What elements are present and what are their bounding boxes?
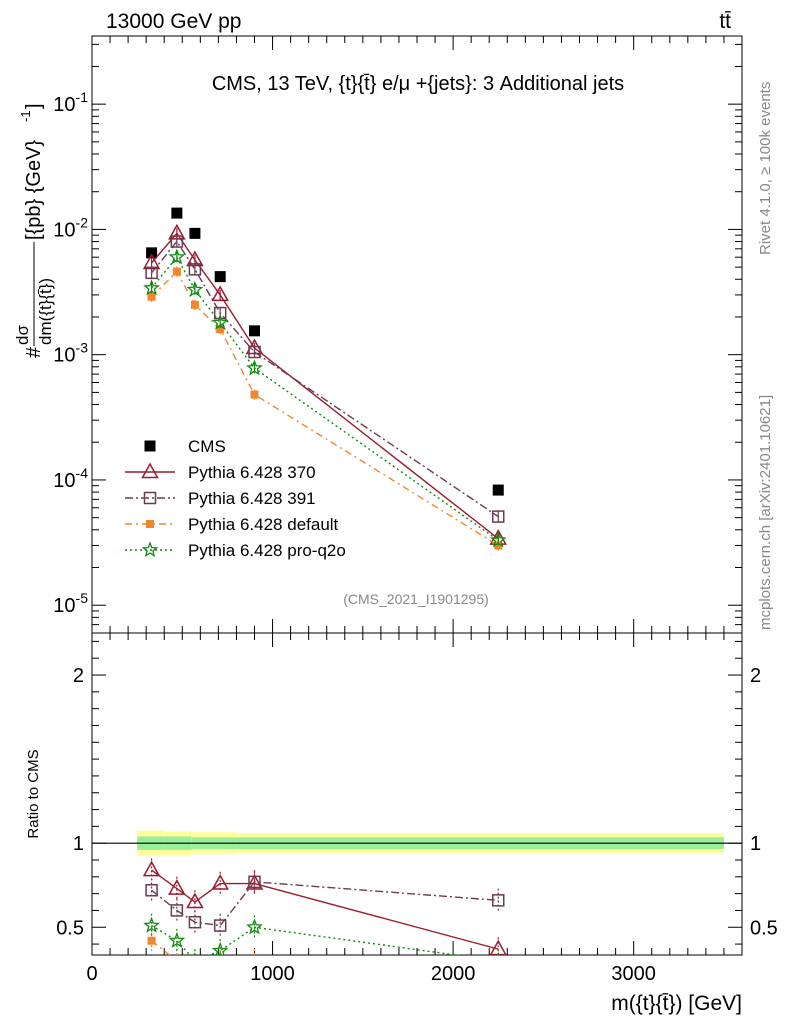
- marker-p391: [188, 263, 202, 276]
- mcplots-label: mcplots.cern.ch [arXiv:2401.10621]: [757, 395, 774, 630]
- marker-p370: [211, 285, 229, 302]
- ratio-y-tick-label: 0.5: [56, 917, 84, 939]
- ratio-marker-p391: [170, 904, 184, 917]
- ratio-marker-p391: [492, 894, 505, 907]
- y-tick-label: 10-1: [53, 89, 88, 116]
- legend-marker-p370: [141, 462, 159, 479]
- marker-cms: [189, 227, 201, 239]
- ratio-y-axis-label: Ratio to CMS: [25, 749, 42, 838]
- ratio-marker-pq2o: [211, 942, 229, 955]
- y-tick-label: 10-2: [53, 214, 88, 241]
- analysis-watermark: (CMS_2021_I1901295): [343, 591, 489, 607]
- ratio-line-pdefault: [151, 940, 171, 955]
- marker-cms: [171, 207, 183, 219]
- marker-cms: [249, 325, 260, 337]
- x-tick-label: 2000: [431, 963, 476, 985]
- ratio-marker-p391: [188, 915, 202, 929]
- marker-p391: [145, 266, 158, 280]
- marker-pdefault: [147, 292, 156, 301]
- ratio-marker-p370: [142, 860, 161, 877]
- y-label-exp: -1: [18, 110, 33, 122]
- marker-p391: [248, 345, 261, 359]
- ratio-marker-p370: [186, 892, 204, 909]
- ratio-marker-pdefault: [191, 957, 199, 965]
- legend-marker-pdefault: [146, 520, 154, 528]
- legend-marker-p391: [143, 491, 157, 505]
- ratio-line-p370: [151, 869, 499, 950]
- ratio-marker-p370: [168, 879, 186, 895]
- y-label-unit: [{pb} {GeV}: [23, 140, 45, 240]
- marker-pdefault: [216, 325, 225, 334]
- marker-pdefault: [250, 390, 259, 399]
- marker-pdefault: [172, 267, 181, 276]
- ratio-y-tick-label-right: 1: [750, 833, 761, 855]
- ratio-panel-frame: [91, 632, 743, 956]
- y-tick-label: 10-3: [53, 340, 88, 367]
- ratio-marker-p391: [248, 875, 261, 889]
- marker-cms: [492, 484, 504, 496]
- y-tick-label: 10-5: [53, 590, 88, 617]
- marker-pq2o: [489, 531, 507, 548]
- legend-label-pdefault: Pythia 6.428 default: [188, 515, 339, 534]
- process-label: tt̄: [719, 10, 731, 33]
- ratio-marker-p370: [211, 873, 229, 890]
- ratio-y-tick-label: 2: [73, 665, 84, 687]
- ratio-series-group: [142, 858, 507, 965]
- legend-marker-cms: [144, 440, 156, 452]
- ratio-marker-p391: [145, 884, 158, 897]
- legend-label-p391: Pythia 6.428 391: [188, 489, 316, 508]
- marker-p391: [492, 510, 505, 523]
- y-label-close: ]: [23, 103, 45, 109]
- ratio-marker-pdefault: [216, 957, 224, 965]
- chart-title: CMS, 13 TeV, {t}{t̄} e/μ +{jets}: 3 Addi…: [212, 73, 624, 95]
- rivet-version-label: Rivet 4.1.0, ≥ 100k events: [757, 82, 774, 255]
- x-axis-label: m({t}{t̄}) [GeV]: [611, 992, 742, 1015]
- ratio-marker-pdefault: [147, 936, 156, 945]
- ratio-marker-pq2o: [143, 916, 160, 933]
- marker-cms: [146, 247, 158, 259]
- ratio-marker-pq2o: [193, 952, 197, 955]
- ratio-line-pq2o: [151, 924, 461, 955]
- x-tick-label: 3000: [611, 963, 656, 985]
- marker-pdefault: [190, 300, 199, 309]
- ratio-marker-p391: [213, 919, 227, 932]
- ratio-marker-pdefault: [494, 957, 502, 965]
- ratio-line-p391: [151, 881, 499, 927]
- y-label-denominator: dm({t}{t̄}): [36, 278, 55, 345]
- ratio-y-tick-label-right: 0.5: [750, 917, 778, 939]
- marker-cms: [214, 271, 226, 283]
- marker-pq2o: [186, 280, 204, 297]
- ratio-marker-pq2o: [168, 931, 186, 948]
- ratio-y-tick-label: 1: [73, 833, 84, 855]
- ratio-marker-pq2o: [497, 952, 500, 955]
- legend-label-pq2o: Pythia 6.428 pro-q2o: [188, 541, 346, 560]
- x-tick-label: 1000: [250, 963, 295, 985]
- legend-marker-pq2o: [141, 541, 159, 558]
- y-label-prefix: #: [23, 346, 45, 358]
- marker-p391: [170, 235, 184, 248]
- energy-label: 13000 GeV pp: [106, 10, 241, 33]
- legend-label-p370: Pythia 6.428 370: [188, 463, 316, 482]
- legend-label-cms: CMS: [188, 437, 226, 456]
- x-tick-label: 0: [86, 963, 97, 985]
- marker-pq2o: [143, 279, 160, 296]
- series-line-pdefault: [151, 270, 499, 547]
- marker-pq2o: [168, 248, 186, 265]
- marker-pq2o: [211, 313, 229, 330]
- ratio-marker-p370: [245, 873, 264, 890]
- ratio-marker-pq2o: [246, 918, 263, 935]
- series-line-pq2o: [151, 255, 499, 541]
- main-y-axis-label: # dσ dm({t}{t̄}) [{pb} {GeV} -1 ]: [13, 103, 55, 358]
- y-tick-label: 10-4: [53, 465, 88, 492]
- ratio-y-tick-label-right: 2: [750, 665, 761, 687]
- y-label-numerator: dσ: [13, 325, 32, 345]
- marker-pq2o: [246, 359, 263, 376]
- ratio-marker-pdefault: [173, 957, 181, 965]
